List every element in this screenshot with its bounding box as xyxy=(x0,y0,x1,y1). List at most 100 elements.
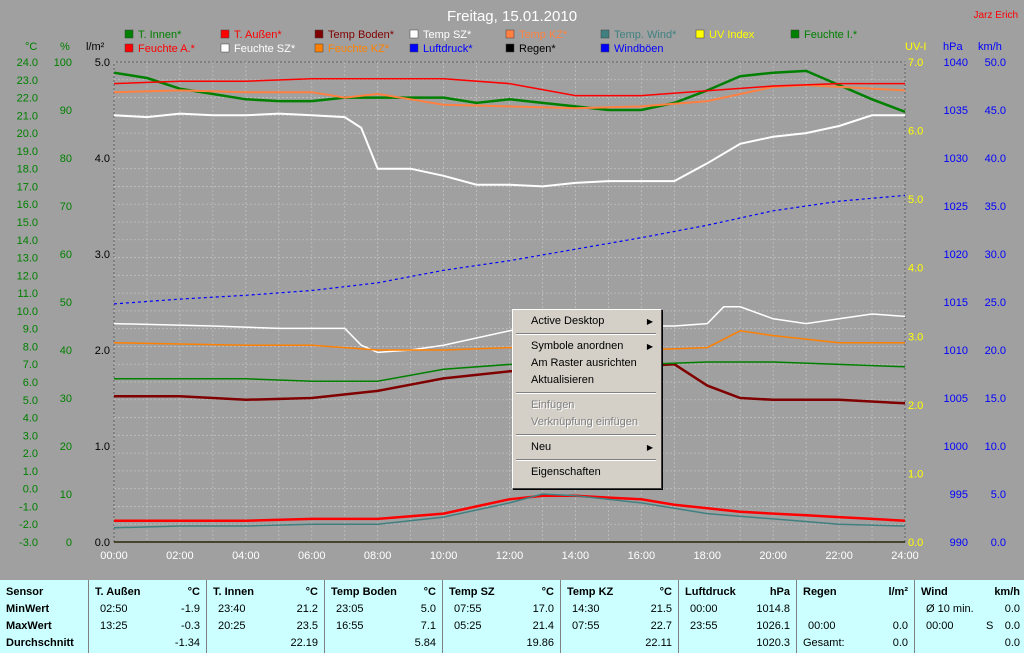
rain-axis-unit: l/m² xyxy=(86,41,105,53)
time-axis-tick: 08:00 xyxy=(364,550,392,562)
wind-axis-tick: 25.0 xyxy=(985,297,1006,309)
legend-label: UV Index xyxy=(709,29,755,41)
temp-axis-tick: 24.0 xyxy=(17,57,38,69)
stat-max-time: 07:55 xyxy=(572,620,600,632)
stat-column-unit: l/m² xyxy=(888,586,908,598)
menu-item[interactable]: Symbole anordnen ▶ xyxy=(513,338,659,355)
uv-axis-tick: 7.0 xyxy=(908,57,923,69)
humidity-axis-unit: % xyxy=(60,41,70,53)
humidity-axis-tick: 80 xyxy=(60,153,72,165)
temp-axis-unit: °C xyxy=(25,41,37,53)
stat-max-time: 05:25 xyxy=(454,620,482,632)
temp-axis-tick: 16.0 xyxy=(17,199,38,211)
temp-axis-tick: 9.0 xyxy=(23,324,38,336)
stat-min-time: 23:40 xyxy=(218,603,246,615)
legend-label: T. Außen* xyxy=(234,29,282,41)
uv-axis-tick: 6.0 xyxy=(908,126,923,138)
legend: T. Innen* T. Außen* Temp Boden* Temp SZ* Tem… xyxy=(124,29,858,55)
temp-axis-tick: 17.0 xyxy=(17,181,38,193)
pressure-axis-tick: 990 xyxy=(950,537,968,549)
stat-column xyxy=(796,580,914,653)
time-axis-tick: 22:00 xyxy=(825,550,853,562)
plot-area xyxy=(113,61,906,543)
rain-axis-tick: 0.0 xyxy=(95,537,110,549)
stat-max-time: 00:00 xyxy=(808,620,836,632)
legend-label: Feuchte SZ* xyxy=(234,43,296,55)
menu-item[interactable]: Eigenschaften xyxy=(513,464,659,481)
humidity-axis-tick: 90 xyxy=(60,105,72,117)
humidity-axis-tick: 30 xyxy=(60,393,72,405)
series-line xyxy=(113,194,906,305)
stat-max-value: 23.5 xyxy=(296,620,318,632)
wind-axis-tick: 45.0 xyxy=(985,105,1006,117)
stat-min-value: 0.0 xyxy=(1004,603,1020,615)
pressure-axis-tick: 1020 xyxy=(944,249,968,261)
uv-axis-tick: 4.0 xyxy=(908,263,923,275)
stat-total-label: Gesamt: xyxy=(803,637,845,649)
temp-axis-tick: 3.0 xyxy=(23,430,38,442)
desktop-context-menu: Active Desktop ▶ Symbole anordnen ▶ Am Raste… xyxy=(512,309,662,489)
legend-label: T. Innen* xyxy=(138,29,182,41)
menu-item[interactable]: Active Desktop ▶ xyxy=(513,313,659,330)
menu-item[interactable]: Neu ▶ xyxy=(513,439,659,456)
legend-swatch xyxy=(600,29,610,39)
temp-axis-tick: -3.0 xyxy=(19,537,38,549)
submenu-arrow-icon: ▶ xyxy=(646,317,653,326)
time-axis-tick: 02:00 xyxy=(166,550,194,562)
temp-axis-tick: 10.0 xyxy=(17,306,38,318)
time-axis-tick: 00:00 xyxy=(100,550,128,562)
rain-axis-tick: 1.0 xyxy=(95,441,110,453)
menu-item-label: Verknüpfung einfügen xyxy=(531,416,639,428)
wind-axis-tick: 20.0 xyxy=(985,345,1006,357)
uv-axis-tick: 5.0 xyxy=(908,194,923,206)
legend-swatch xyxy=(220,43,230,53)
menu-item[interactable]: Am Raster ausrichten xyxy=(513,355,659,372)
time-axis-tick: 16:00 xyxy=(628,550,656,562)
series-line xyxy=(113,493,906,529)
menu-item[interactable]: Aktualisieren xyxy=(513,372,659,389)
menu-item-label: Am Raster ausrichten xyxy=(531,357,637,369)
legend-label: Feuchte A.* xyxy=(138,43,196,55)
stat-average-value: 5.84 xyxy=(414,637,436,649)
rain-axis-tick: 5.0 xyxy=(95,57,110,69)
wind-axis-tick: 5.0 xyxy=(991,489,1006,501)
time-axis-tick: 20:00 xyxy=(759,550,787,562)
stat-average-value: -1.34 xyxy=(174,637,200,649)
stat-average-value: 1020.3 xyxy=(756,637,790,649)
wind-axis-unit: km/h xyxy=(978,41,1002,53)
weather-chart: 24.0 23.0 22.0 21.0 20.0 19.0 18.0 17.0 16.0 15.0… xyxy=(17,8,1018,562)
wind-axis-tick: 15.0 xyxy=(985,393,1006,405)
humidity-axis-tick: 20 xyxy=(60,441,72,453)
temp-axis-tick: 20.0 xyxy=(17,128,38,140)
avg-row-label: Durchschnitt xyxy=(6,637,74,649)
humidity-axis-tick: 50 xyxy=(60,297,72,309)
stat-max-value: 0.0 xyxy=(1004,620,1020,632)
temp-axis-tick: 1.0 xyxy=(23,466,38,478)
temp-axis-tick: 4.0 xyxy=(23,413,38,425)
stat-min-value: -1.9 xyxy=(181,603,200,615)
legend-label: Luftdruck* xyxy=(423,43,473,55)
pressure-axis-tick: 1030 xyxy=(944,153,968,165)
max-row-label: MaxWert xyxy=(6,620,52,632)
stat-column-title: Regen xyxy=(803,586,837,598)
legend-label: Temp SZ* xyxy=(423,29,472,41)
legend-swatch xyxy=(600,43,610,53)
legend-label: Feuchte KZ* xyxy=(328,43,390,55)
stat-column xyxy=(914,580,1024,653)
legend-swatch xyxy=(220,29,230,39)
temp-axis-tick: 19.0 xyxy=(17,146,38,158)
stat-column xyxy=(206,580,324,653)
stat-column-unit: °C xyxy=(423,586,436,598)
stat-min-time: 07:55 xyxy=(454,603,482,615)
menu-separator xyxy=(516,333,656,335)
menu-item-label: Neu xyxy=(531,441,552,453)
legend-label: Temp. Wind* xyxy=(614,29,677,41)
time-axis-tick: 06:00 xyxy=(298,550,326,562)
temp-axis-tick: 6.0 xyxy=(23,377,38,389)
time-axis-tick: 14:00 xyxy=(562,550,590,562)
menu-item-label: Active Desktop xyxy=(531,315,605,327)
pressure-axis-tick: 1010 xyxy=(944,345,968,357)
stat-column xyxy=(88,580,206,653)
stat-min-time: 23:05 xyxy=(336,603,364,615)
stat-total-value: 0.0 xyxy=(892,637,908,649)
